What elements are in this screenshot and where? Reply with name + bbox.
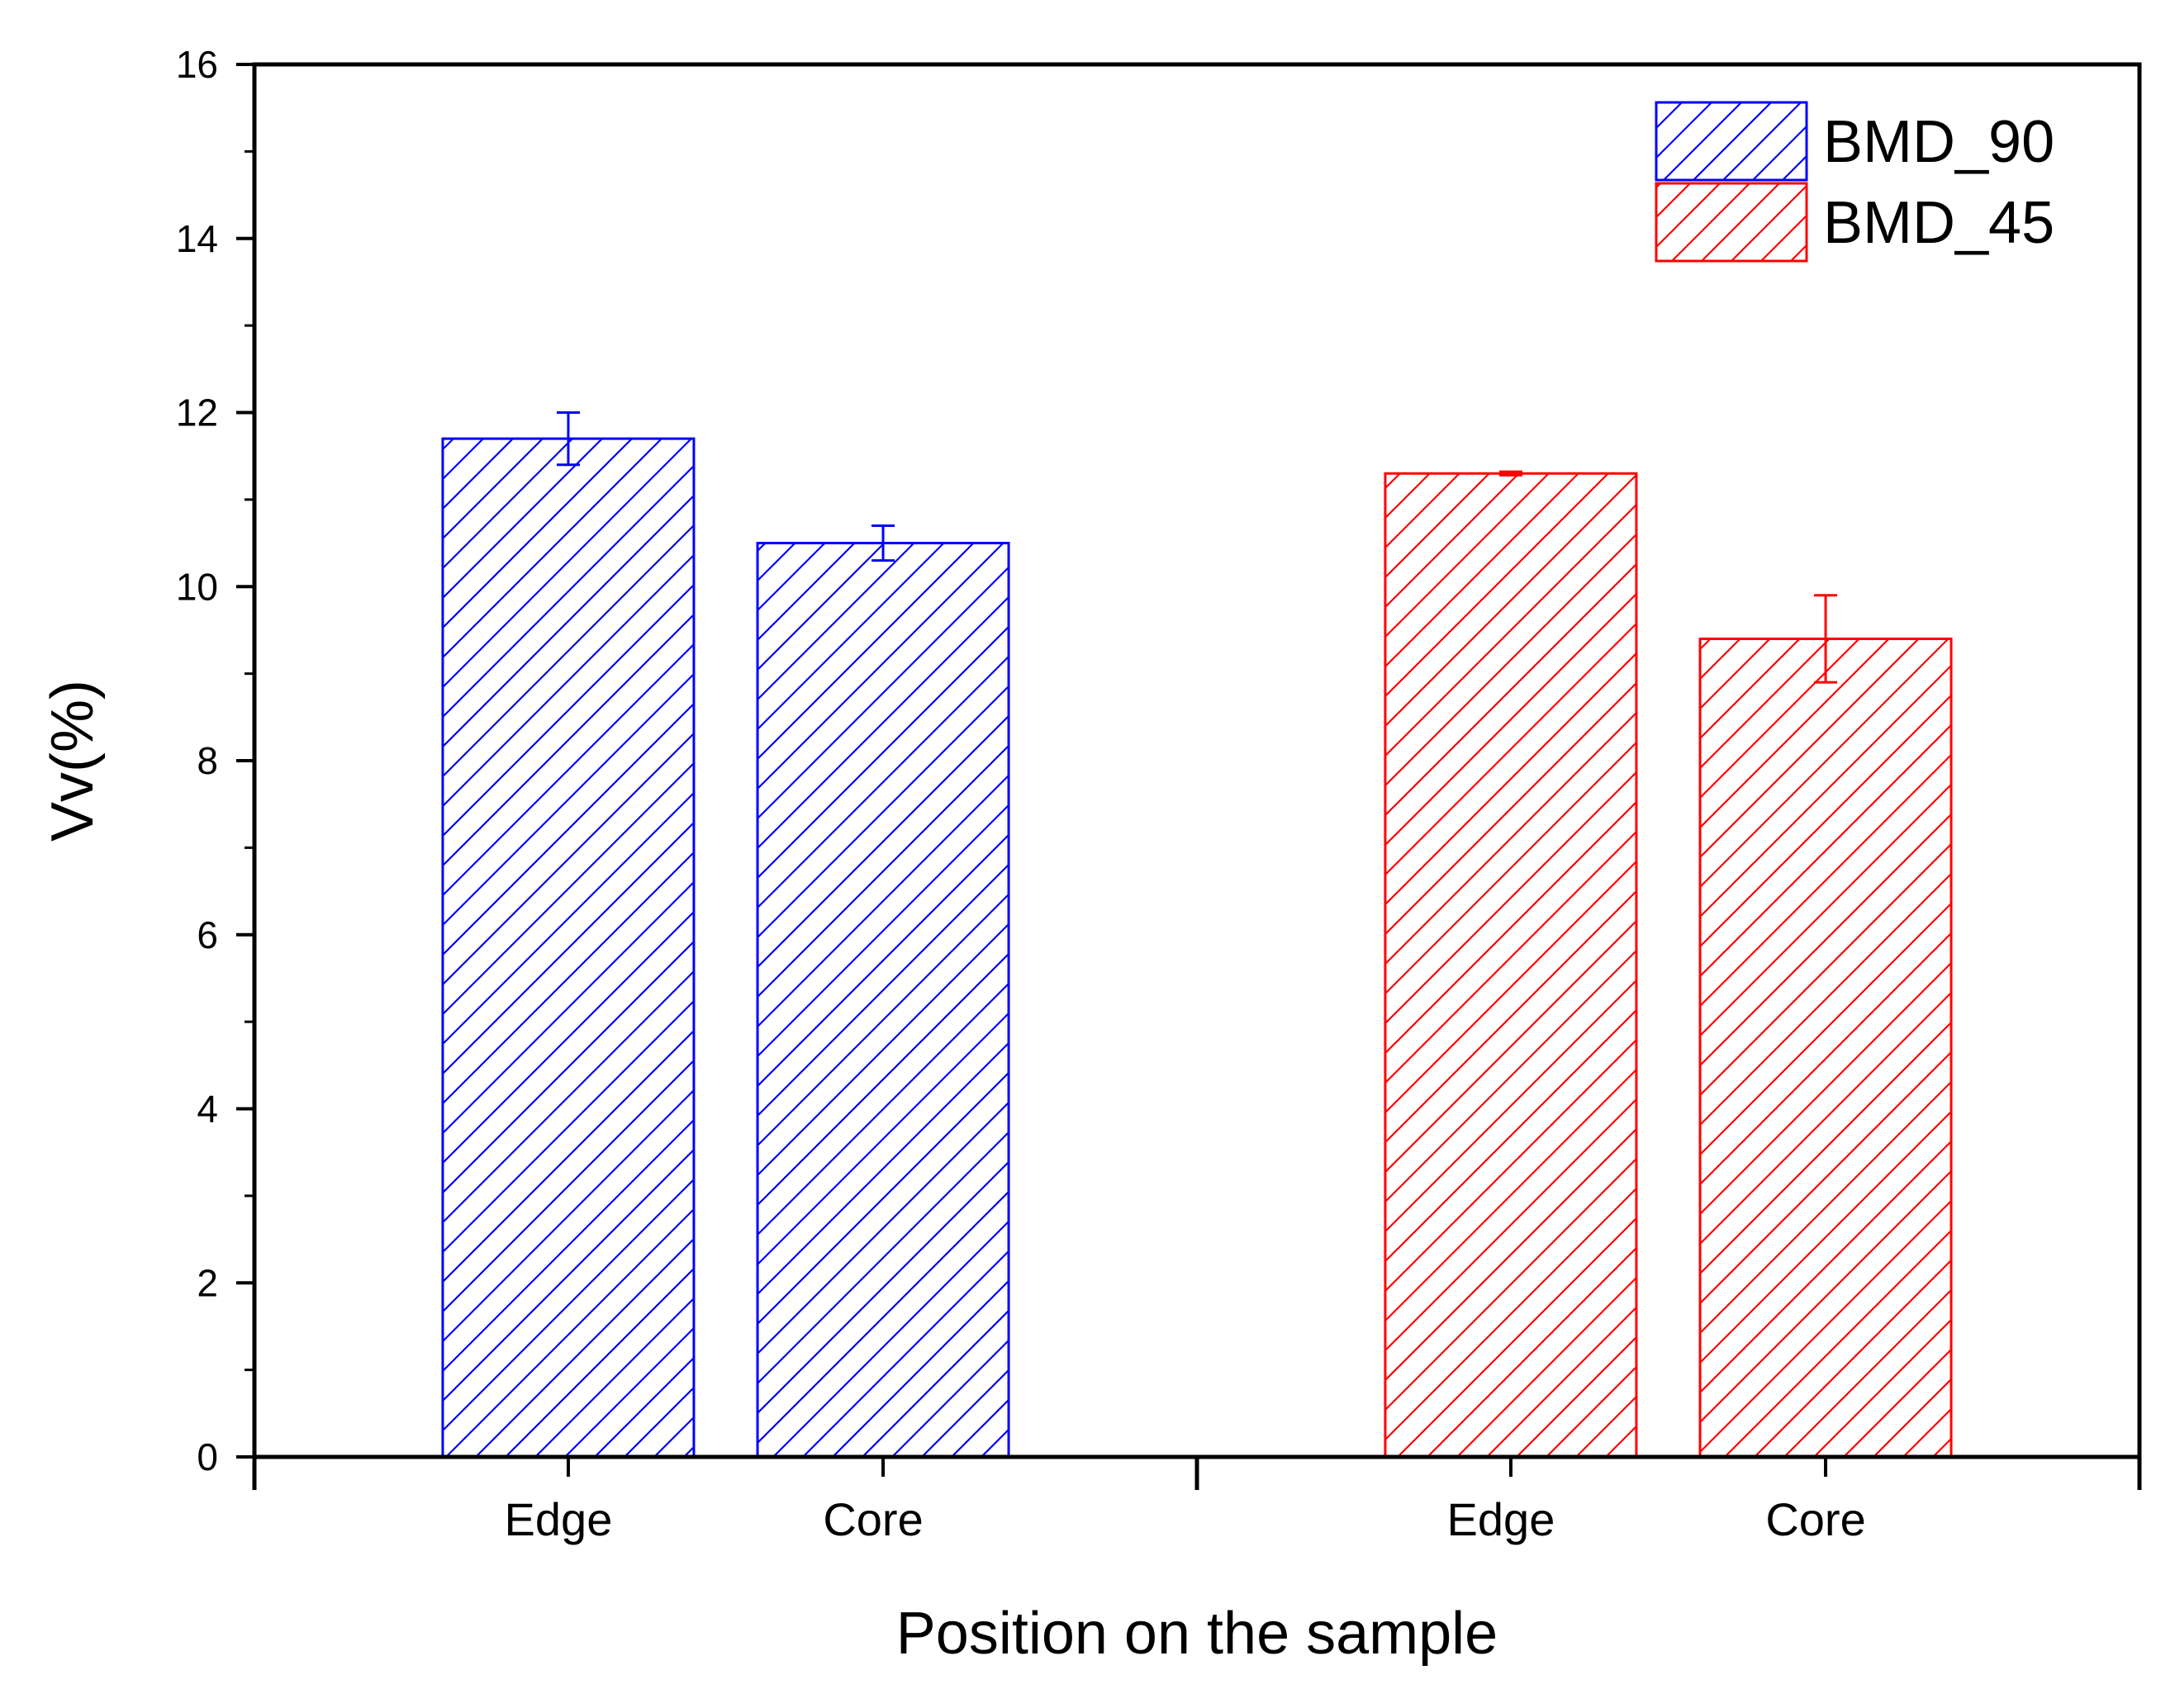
error-bar-BMD_45-Edge: [1498, 470, 1522, 477]
y-tick-label: 8: [197, 739, 218, 782]
legend-swatch-BMD_90: [1655, 101, 1808, 182]
legend-label-BMD_45: BMD_45: [1823, 190, 2054, 256]
x-axis-title: Position on the sample: [896, 1601, 1498, 1667]
y-tick-label: 16: [176, 43, 218, 86]
y-tick-label: 0: [197, 1435, 218, 1478]
bar-BMD_90-Core: [756, 542, 1010, 1459]
x-tick-label: Core: [1765, 1493, 1865, 1545]
error-bar-BMD_45-Core: [1814, 594, 1838, 684]
x-tick-label: Edge: [1447, 1493, 1555, 1545]
y-tick-label: 6: [197, 913, 218, 956]
chart-axes: Edge Core Edge Core 0 2 4 6 8 10 12 14 16 Position on…: [40, 43, 2142, 1667]
legend-label-BMD_90: BMD_90: [1823, 109, 2054, 175]
error-bar-BMD_90-Edge: [556, 411, 580, 467]
bar-BMD_45-Edge: [1384, 472, 1638, 1459]
y-tick-label: 4: [197, 1088, 218, 1131]
x-tick-label: Edge: [505, 1493, 613, 1545]
y-axis-title: Vv(%): [40, 680, 106, 842]
bar-BMD_90-Edge: [441, 437, 696, 1459]
legend-swatch-BMD_45: [1655, 182, 1808, 263]
legend: BMD_90 BMD_45: [1655, 101, 2054, 263]
y-tick-label: 10: [176, 565, 218, 608]
chart-marks: [441, 411, 1953, 1459]
x-tick-label: Core: [823, 1493, 923, 1545]
y-tick-label: 12: [176, 391, 218, 434]
error-bar-BMD_90-Core: [871, 524, 895, 562]
y-tick-label: 2: [197, 1261, 218, 1304]
bar-BMD_45-Core: [1698, 637, 1953, 1459]
y-tick-label: 14: [176, 217, 218, 260]
